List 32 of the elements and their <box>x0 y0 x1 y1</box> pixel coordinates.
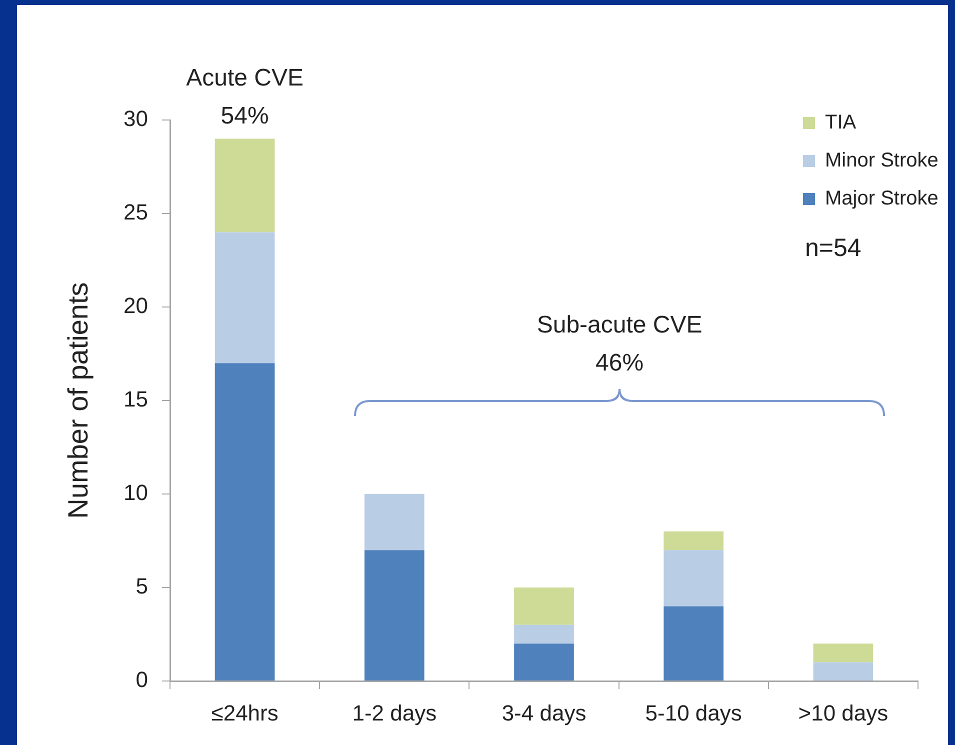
legend-label: Minor Stroke <box>825 150 938 172</box>
annotation: Sub-acute CVE 46% <box>536 312 702 376</box>
legend-label: TIA <box>825 112 857 134</box>
bar <box>214 138 275 232</box>
bar <box>214 232 275 364</box>
y-tick-label: 5 <box>136 574 148 599</box>
y-axis-title: Number of patients <box>62 282 94 519</box>
annotation: n=54 <box>805 234 862 262</box>
bar <box>514 588 574 625</box>
y-tick-label: 25 <box>124 200 148 225</box>
y-tick-label: 20 <box>124 293 148 318</box>
annotation: Acute CVE 54% <box>186 64 304 130</box>
bar <box>813 644 874 662</box>
bar <box>364 550 424 680</box>
bar <box>664 531 724 550</box>
x-tick-label: >10 days <box>798 700 888 726</box>
bar <box>514 624 574 644</box>
bar <box>664 606 724 680</box>
x-tick-label: 5-10 days <box>645 700 742 726</box>
y-tick-label: 15 <box>124 386 148 412</box>
bar <box>664 550 724 606</box>
bar <box>813 662 874 680</box>
x-tick-label: 1-2 days <box>352 700 437 726</box>
y-tick-label: 30 <box>124 106 148 132</box>
y-tick-label: 10 <box>124 480 148 506</box>
legend-label: Major Stroke <box>825 188 938 210</box>
x-tick-label: 3-4 days <box>502 700 586 726</box>
bar <box>514 644 574 680</box>
bar <box>364 494 424 550</box>
y-tick-label: 0 <box>136 667 148 692</box>
x-tick-label: ≤24hrs <box>211 700 278 726</box>
bar <box>214 363 275 680</box>
